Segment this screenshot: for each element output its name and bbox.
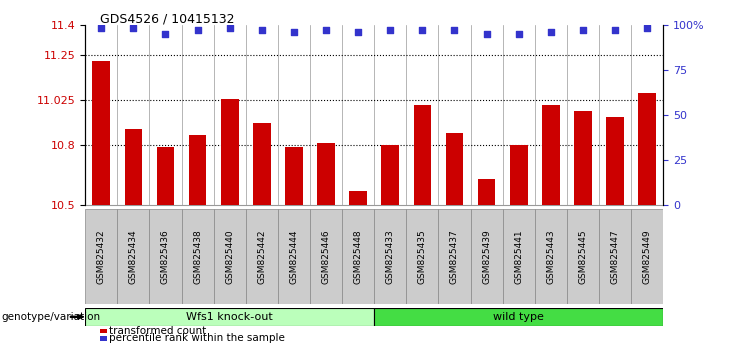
Text: GSM825447: GSM825447 xyxy=(611,229,619,284)
Bar xyxy=(638,93,656,205)
Bar xyxy=(85,25,117,205)
Point xyxy=(96,25,107,31)
Text: GSM825440: GSM825440 xyxy=(225,229,234,284)
Bar xyxy=(478,179,496,205)
Bar xyxy=(182,209,213,304)
Bar xyxy=(278,25,310,205)
Bar xyxy=(374,209,406,304)
Text: GSM825444: GSM825444 xyxy=(290,229,299,284)
Bar xyxy=(117,25,150,205)
Bar xyxy=(406,209,439,304)
Bar xyxy=(150,209,182,304)
Bar xyxy=(502,209,535,304)
Bar xyxy=(278,209,310,304)
Point xyxy=(192,27,204,33)
Bar xyxy=(631,25,663,205)
Point xyxy=(288,29,300,35)
Point xyxy=(641,25,653,31)
Point xyxy=(481,31,493,37)
Bar xyxy=(310,209,342,304)
Bar xyxy=(85,308,374,326)
Text: GSM825438: GSM825438 xyxy=(193,229,202,284)
Bar xyxy=(310,25,342,205)
Bar xyxy=(406,25,439,205)
Point xyxy=(385,27,396,33)
Point xyxy=(577,27,589,33)
Text: GSM825449: GSM825449 xyxy=(642,229,651,284)
Bar xyxy=(599,25,631,205)
Text: GSM825436: GSM825436 xyxy=(161,229,170,284)
Bar xyxy=(221,99,239,205)
Text: GSM825441: GSM825441 xyxy=(514,229,523,284)
Text: GSM825443: GSM825443 xyxy=(546,229,555,284)
Bar xyxy=(85,209,117,304)
Point xyxy=(609,27,621,33)
Bar xyxy=(342,25,374,205)
Bar xyxy=(567,25,599,205)
Bar xyxy=(542,105,559,205)
Bar xyxy=(189,135,207,205)
Point xyxy=(256,27,268,33)
Bar xyxy=(574,111,592,205)
Text: GSM825446: GSM825446 xyxy=(322,229,330,284)
Bar xyxy=(156,147,174,205)
Bar xyxy=(567,209,599,304)
Text: transformed count: transformed count xyxy=(109,326,206,336)
Bar xyxy=(150,25,182,205)
Bar xyxy=(253,123,270,205)
Point xyxy=(320,27,332,33)
Text: GSM825448: GSM825448 xyxy=(353,229,362,284)
Text: GDS4526 / 10415132: GDS4526 / 10415132 xyxy=(100,12,235,25)
Text: GSM825432: GSM825432 xyxy=(97,229,106,284)
Text: GSM825437: GSM825437 xyxy=(450,229,459,284)
Bar xyxy=(439,209,471,304)
Bar xyxy=(631,209,663,304)
Point xyxy=(224,25,236,31)
Text: GSM825434: GSM825434 xyxy=(129,229,138,284)
Bar xyxy=(535,209,567,304)
Bar xyxy=(285,147,303,205)
Bar xyxy=(117,209,150,304)
Bar xyxy=(471,25,502,205)
Bar xyxy=(213,25,246,205)
Bar xyxy=(510,145,528,205)
Text: wild type: wild type xyxy=(494,312,544,322)
Point xyxy=(513,31,525,37)
Bar xyxy=(342,209,374,304)
Text: Wfs1 knock-out: Wfs1 knock-out xyxy=(186,312,273,322)
Point xyxy=(448,27,460,33)
Bar xyxy=(413,105,431,205)
Bar xyxy=(382,145,399,205)
Bar xyxy=(599,209,631,304)
Bar xyxy=(445,133,463,205)
Point xyxy=(352,29,364,35)
Bar xyxy=(374,25,406,205)
Bar xyxy=(502,25,535,205)
Point xyxy=(159,31,171,37)
Text: GSM825433: GSM825433 xyxy=(386,229,395,284)
Bar xyxy=(246,209,278,304)
Bar xyxy=(606,117,624,205)
Point xyxy=(545,29,556,35)
Text: GSM825445: GSM825445 xyxy=(579,229,588,284)
Text: percentile rank within the sample: percentile rank within the sample xyxy=(109,333,285,343)
Bar xyxy=(213,209,246,304)
Bar xyxy=(93,61,110,205)
Bar xyxy=(374,308,663,326)
Bar xyxy=(349,191,367,205)
Text: GSM825442: GSM825442 xyxy=(257,229,266,284)
Text: genotype/variation: genotype/variation xyxy=(1,312,101,322)
Bar xyxy=(535,25,567,205)
Bar xyxy=(471,209,502,304)
Bar xyxy=(124,129,142,205)
Bar xyxy=(439,25,471,205)
Text: GSM825435: GSM825435 xyxy=(418,229,427,284)
Point xyxy=(416,27,428,33)
Bar xyxy=(246,25,278,205)
Bar xyxy=(182,25,213,205)
Bar xyxy=(317,143,335,205)
Text: GSM825439: GSM825439 xyxy=(482,229,491,284)
Point xyxy=(127,25,139,31)
